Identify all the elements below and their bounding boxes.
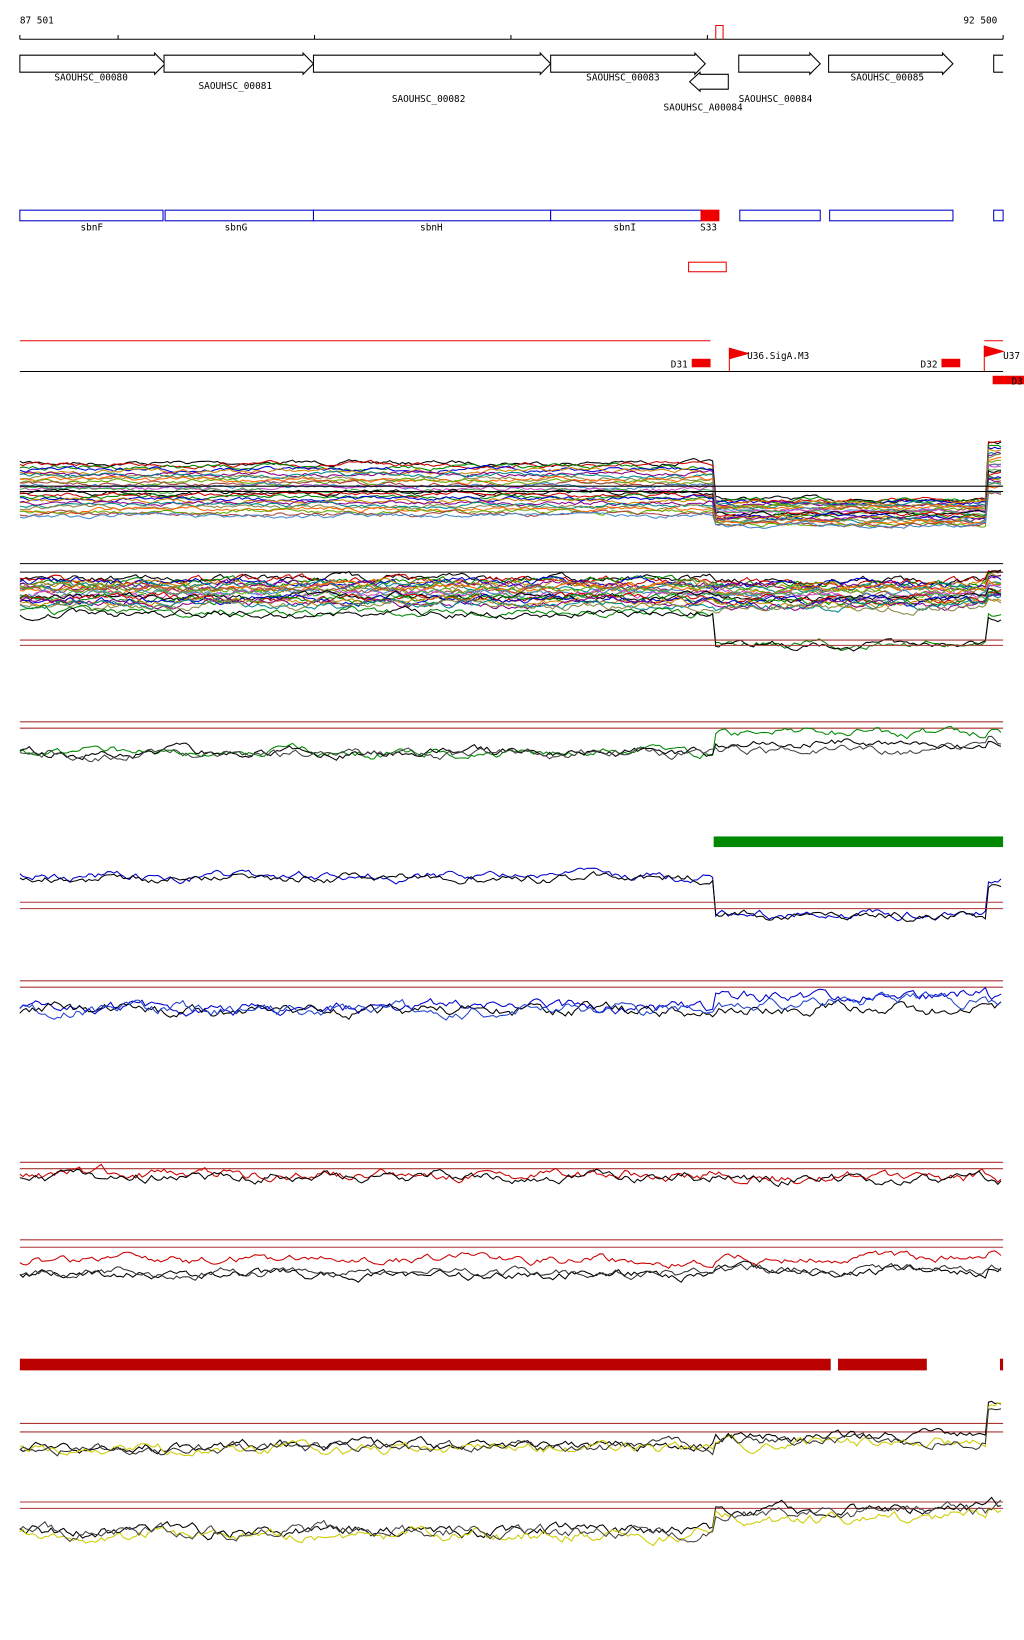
trace — [19, 1168, 1002, 1187]
trace — [19, 491, 1002, 528]
gene-label: SAOUHSC_00085 — [851, 73, 925, 84]
feature-label: U36.SigA.M3 — [747, 351, 809, 362]
trace — [19, 1499, 1002, 1543]
trace — [19, 1507, 1002, 1547]
trace — [19, 991, 1002, 1021]
operon-label: S33 — [700, 222, 717, 233]
feature-track — [19, 340, 1024, 385]
trace — [19, 1250, 1002, 1269]
trace — [19, 1408, 1002, 1457]
operon-label: sbnF — [80, 222, 103, 233]
trace — [19, 1262, 1002, 1281]
operon-label: sbnI — [613, 222, 636, 233]
trace — [19, 1260, 1002, 1283]
trace — [19, 570, 1002, 591]
trace — [19, 481, 1002, 525]
trace — [19, 605, 1002, 652]
feature-label: D3 — [1011, 376, 1022, 387]
trace — [19, 1163, 1002, 1185]
feature-label: D31 — [671, 359, 688, 370]
trace — [19, 738, 1002, 761]
trace — [19, 1402, 1002, 1457]
gene-label: SAOUHSC_00083 — [586, 73, 660, 84]
trace — [19, 1400, 1002, 1455]
gene-label: SAOUHSC_00084 — [739, 94, 813, 105]
ruler — [19, 24, 1004, 40]
trace — [19, 451, 1002, 509]
operon-boxes — [19, 209, 1004, 273]
gene-label: SAOUHSC_A00084 — [664, 102, 743, 113]
region-bars — [19, 836, 1004, 1371]
ruler-end: 92 500 — [963, 15, 997, 26]
trace — [19, 453, 1002, 510]
operon-label: sbnH — [420, 222, 443, 233]
expression-traces — [19, 440, 1004, 1547]
trace — [19, 489, 1002, 529]
trace — [19, 452, 1002, 510]
operon-label: sbnG — [225, 222, 248, 233]
ruler-start: 87 501 — [20, 15, 54, 26]
trace — [19, 485, 1002, 526]
feature-label: D32 — [921, 359, 938, 370]
trace — [19, 1496, 1002, 1541]
trace — [19, 870, 1002, 923]
trace — [19, 440, 1002, 505]
trace — [19, 999, 1002, 1021]
gene-label: SAOUHSC_00082 — [392, 94, 466, 105]
trace — [19, 476, 1002, 521]
trace — [19, 867, 1002, 922]
trace — [19, 604, 1002, 652]
trace — [19, 459, 1002, 512]
trace — [19, 735, 1002, 763]
trace — [19, 448, 1002, 508]
trace — [19, 593, 1002, 612]
trace — [19, 598, 1002, 616]
gene-arrows — [19, 51, 1004, 93]
trace — [19, 578, 1002, 597]
trace — [19, 574, 1002, 591]
gene-label: SAOUHSC_00080 — [54, 73, 128, 84]
trace — [19, 593, 1002, 608]
trace — [19, 986, 1002, 1017]
gene-label: SAOUHSC_00081 — [199, 81, 273, 92]
trace — [19, 478, 1002, 524]
feature-label: U37 — [1003, 351, 1020, 362]
